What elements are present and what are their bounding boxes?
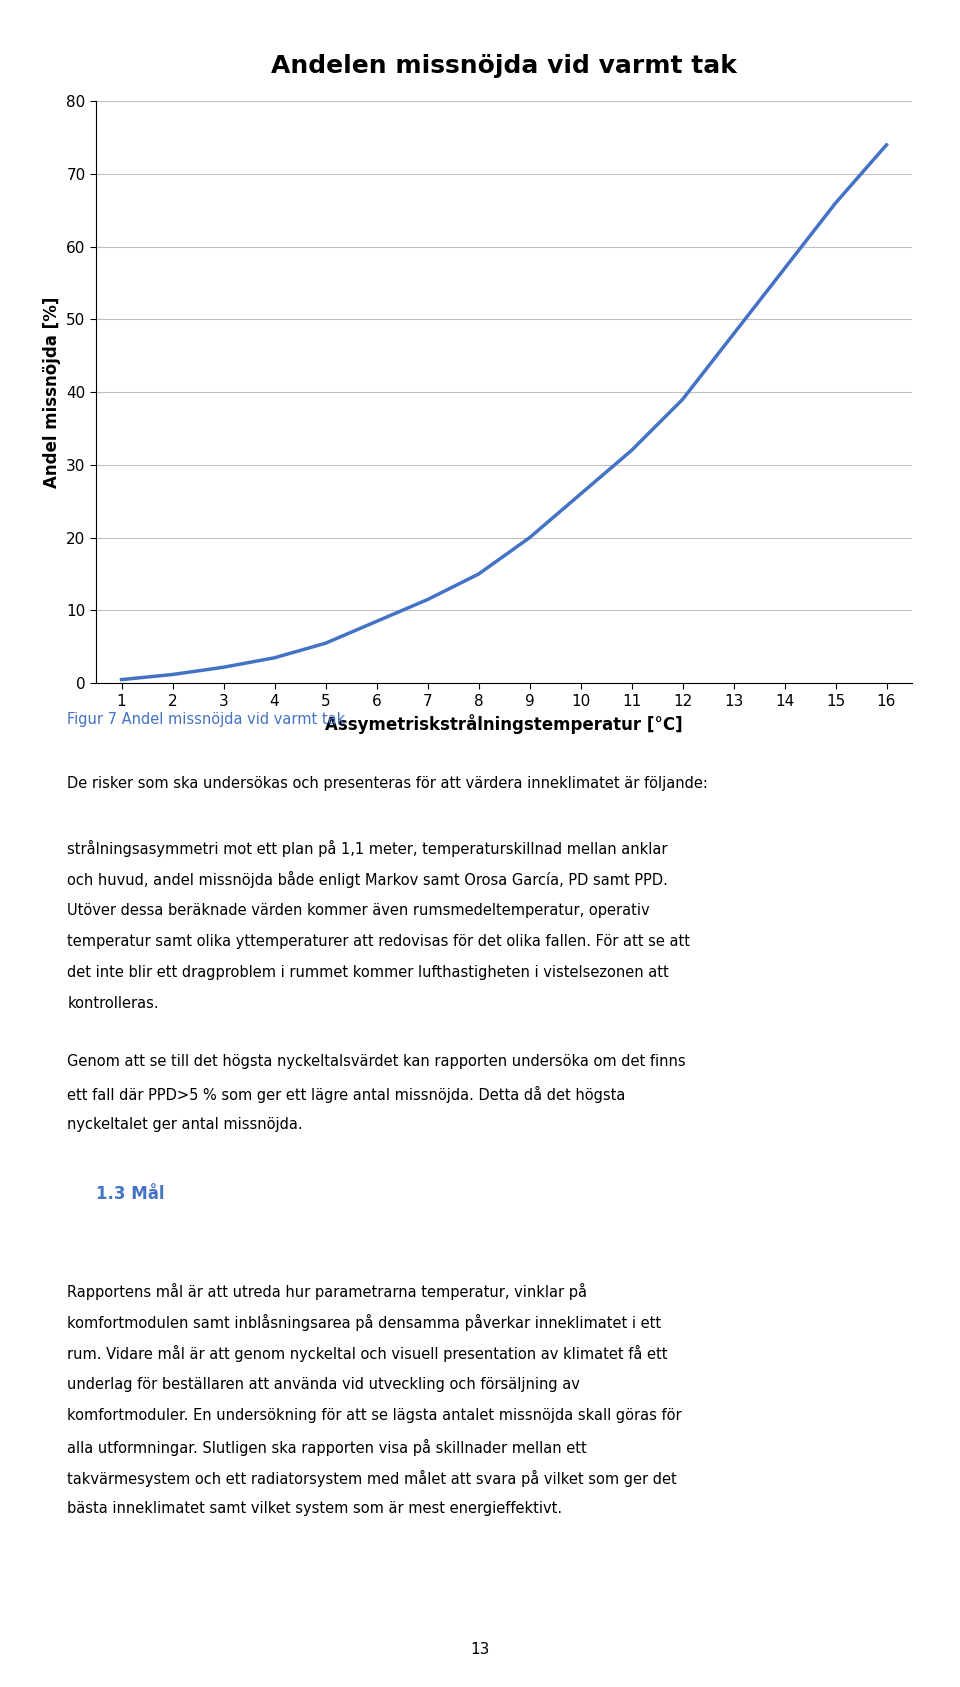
Text: det inte blir ett dragproblem i rummet kommer lufthastigheten i vistelsezonen at: det inte blir ett dragproblem i rummet k… — [67, 965, 669, 980]
Text: takvärmesystem och ett radiatorsystem med målet att svara på vilket som ger det: takvärmesystem och ett radiatorsystem me… — [67, 1471, 677, 1488]
Text: Utöver dessa beräknade värden kommer även rumsmedeltemperatur, operativ: Utöver dessa beräknade värden kommer äve… — [67, 903, 650, 918]
Text: Figur 7 Andel missnöjda vid varmt tak: Figur 7 Andel missnöjda vid varmt tak — [67, 712, 346, 727]
Text: 1.3 Mål: 1.3 Mål — [96, 1186, 164, 1203]
Text: nyckeltalet ger antal missnöjda.: nyckeltalet ger antal missnöjda. — [67, 1117, 302, 1132]
X-axis label: Assymetriskstrålningstemperatur [°C]: Assymetriskstrålningstemperatur [°C] — [325, 714, 683, 734]
Text: Genom att se till det högsta nyckeltalsvärdet kan rapporten undersöka om det fin: Genom att se till det högsta nyckeltalsv… — [67, 1054, 685, 1070]
Text: komfortmoduler. En undersökning för att se lägsta antalet missnöjda skall göras : komfortmoduler. En undersökning för att … — [67, 1409, 682, 1422]
Text: temperatur samt olika yttemperaturer att redovisas för det olika fallen. För att: temperatur samt olika yttemperaturer att… — [67, 935, 690, 948]
Text: Rapportens mål är att utreda hur parametrarna temperatur, vinklar på: Rapportens mål är att utreda hur paramet… — [67, 1284, 588, 1301]
Title: Andelen missnöjda vid varmt tak: Andelen missnöjda vid varmt tak — [271, 54, 737, 78]
Y-axis label: Andel missnöjda [%]: Andel missnöjda [%] — [42, 297, 60, 488]
Text: rum. Vidare mål är att genom nyckeltal och visuell presentation av klimatet få e: rum. Vidare mål är att genom nyckeltal o… — [67, 1346, 668, 1363]
Text: bästa inneklimatet samt vilket system som är mest energieffektivt.: bästa inneklimatet samt vilket system so… — [67, 1501, 563, 1517]
Text: alla utformningar. Slutligen ska rapporten visa på skillnader mellan ett: alla utformningar. Slutligen ska rapport… — [67, 1439, 587, 1456]
Text: och huvud, andel missnöjda både enligt Markov samt Orosa García, PD samt PPD.: och huvud, andel missnöjda både enligt M… — [67, 872, 668, 889]
Text: kontrolleras.: kontrolleras. — [67, 997, 158, 1011]
Text: komfortmodulen samt inblåsningsarea på densamma påverkar inneklimatet i ett: komfortmodulen samt inblåsningsarea på d… — [67, 1314, 661, 1331]
Text: underlag för beställaren att använda vid utveckling och försäljning av: underlag för beställaren att använda vid… — [67, 1377, 580, 1392]
Text: 13: 13 — [470, 1641, 490, 1657]
Text: ett fall där PPD>5 % som ger ett lägre antal missnöjda. Detta då det högsta: ett fall där PPD>5 % som ger ett lägre a… — [67, 1086, 626, 1103]
Text: De risker som ska undersökas och presenteras för att värdera inneklimatet är föl: De risker som ska undersökas och present… — [67, 776, 708, 791]
Text: strålningsasymmetri mot ett plan på 1,1 meter, temperaturskillnad mellan anklar: strålningsasymmetri mot ett plan på 1,1 … — [67, 840, 668, 857]
